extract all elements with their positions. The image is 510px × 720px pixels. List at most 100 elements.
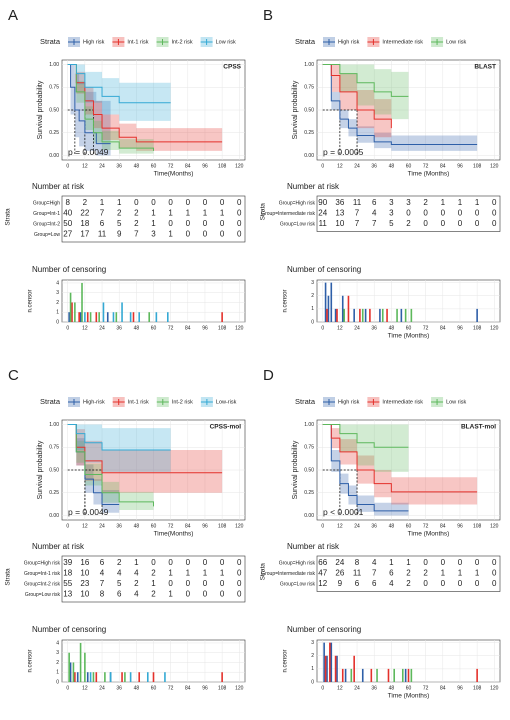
censor-bar [376, 668, 378, 682]
x-tick-label: 84 [185, 685, 191, 691]
x-tick-label: 108 [473, 163, 482, 169]
risk-count: 2 [134, 209, 139, 218]
censor-bar [401, 668, 404, 682]
legend-label: Int-2 risk [172, 399, 193, 405]
censor-bar [344, 668, 347, 682]
confidence-band [322, 424, 409, 516]
risk-row-label: Group=Int-1 risk [24, 571, 60, 577]
x-tick-label: 96 [457, 325, 463, 331]
censor-bar [115, 312, 118, 322]
risk-y-title: Strata [5, 568, 12, 586]
risk-count: 1 [168, 590, 173, 599]
x-axis-title: Time(Months) [154, 531, 194, 538]
risk-count: 4 [372, 209, 377, 218]
risk-count: 1 [151, 219, 156, 228]
risk-count: 0 [458, 558, 463, 567]
risk-count: 0 [458, 209, 463, 218]
risk-count: 0 [475, 558, 480, 567]
survival-curve [322, 64, 478, 146]
legend-label: Int-1 risk [128, 399, 149, 405]
risk-count: 90 [318, 198, 327, 207]
x-tick-label: 84 [185, 325, 191, 331]
risk-table-frame [316, 195, 501, 232]
x-tick-label: 72 [423, 685, 429, 691]
legend-label: Low risk [216, 39, 236, 45]
risk-count: 8 [65, 198, 70, 207]
risk-count: 66 [318, 558, 327, 567]
x-tick-label: 48 [389, 523, 395, 529]
x-tick-label: 24 [354, 163, 360, 169]
x-tick-label: 24 [354, 523, 360, 529]
legend-title: Strata [295, 397, 316, 406]
risk-count: 26 [335, 569, 344, 578]
risk-row-label: Group=Int-1 [33, 211, 60, 217]
x-tick-label: 0 [321, 523, 324, 529]
censor-bar [353, 308, 355, 322]
x-axis-title: Time(Months) [154, 171, 194, 178]
risk-count: 1 [168, 230, 173, 239]
panel-label: B [263, 7, 273, 24]
risk-count: 4 [134, 569, 139, 578]
risk-count: 0 [492, 558, 497, 567]
censor-bar [476, 668, 478, 682]
censor-bar [84, 652, 86, 682]
censor-bar [106, 312, 109, 322]
survival-curve [67, 424, 154, 507]
x-tick-label: 72 [423, 523, 429, 529]
risk-row-label: Group=Low [34, 232, 60, 238]
risk-count: 5 [117, 219, 122, 228]
legend-title: Strata [295, 37, 316, 46]
censor-bar [78, 312, 80, 322]
risk-count: 6 [100, 558, 105, 567]
x-tick-label: 12 [337, 685, 343, 691]
legend-label: Int-1 risk [127, 39, 148, 45]
confidence-band [67, 64, 171, 121]
y-tick-label: 0.50 [304, 467, 314, 473]
y-tick-label: 4 [56, 640, 59, 646]
x-tick-label: 24 [99, 163, 105, 169]
censor-bar [341, 295, 344, 322]
x-tick-label: 120 [490, 163, 499, 169]
y-axis-title: Survival probability [37, 440, 44, 499]
x-tick-label: 36 [116, 685, 122, 691]
risk-count: 6 [372, 198, 377, 207]
risk-count: 36 [335, 198, 344, 207]
risk-count: 0 [203, 219, 208, 228]
survival-curve [67, 64, 154, 151]
confidence-band [67, 424, 171, 472]
y-tick-label: 0.75 [49, 445, 59, 451]
risk-count: 5 [389, 219, 394, 228]
y-tick-label: 0 [311, 319, 314, 325]
confidence-band [67, 424, 120, 513]
censor-bar [124, 672, 126, 682]
y-tick-label: 3 [56, 650, 59, 656]
risk-count: 13 [335, 209, 344, 218]
risk-title: Number at risk [32, 542, 85, 551]
x-tick-label: 36 [371, 325, 377, 331]
censor-y-title: n.censor [28, 649, 34, 672]
x-tick-label: 60 [151, 523, 157, 529]
x-tick-label: 60 [406, 685, 412, 691]
censor-bar [68, 652, 70, 682]
y-tick-label: 0 [311, 679, 314, 685]
censor-bar [330, 642, 333, 682]
risk-row-label: Group=High risk [279, 560, 316, 566]
censor-bar [86, 672, 89, 682]
risk-count: 2 [406, 569, 411, 578]
x-tick-label: 0 [66, 523, 69, 529]
x-tick-label: 36 [116, 325, 122, 331]
confidence-band [67, 64, 223, 151]
survival-curve [322, 64, 392, 129]
x-tick-label: 96 [457, 163, 463, 169]
risk-count: 0 [458, 579, 463, 588]
x-tick-label: 48 [134, 685, 140, 691]
censor-bar [350, 668, 353, 682]
risk-count: 17 [80, 230, 89, 239]
censor-bar [76, 672, 79, 682]
y-axis-title: Survival probability [292, 440, 299, 499]
risk-count: 0 [237, 209, 242, 218]
risk-count: 2 [83, 198, 88, 207]
y-tick-label: 1.00 [304, 62, 314, 68]
risk-count: 0 [475, 209, 480, 218]
risk-count: 6 [100, 219, 105, 228]
